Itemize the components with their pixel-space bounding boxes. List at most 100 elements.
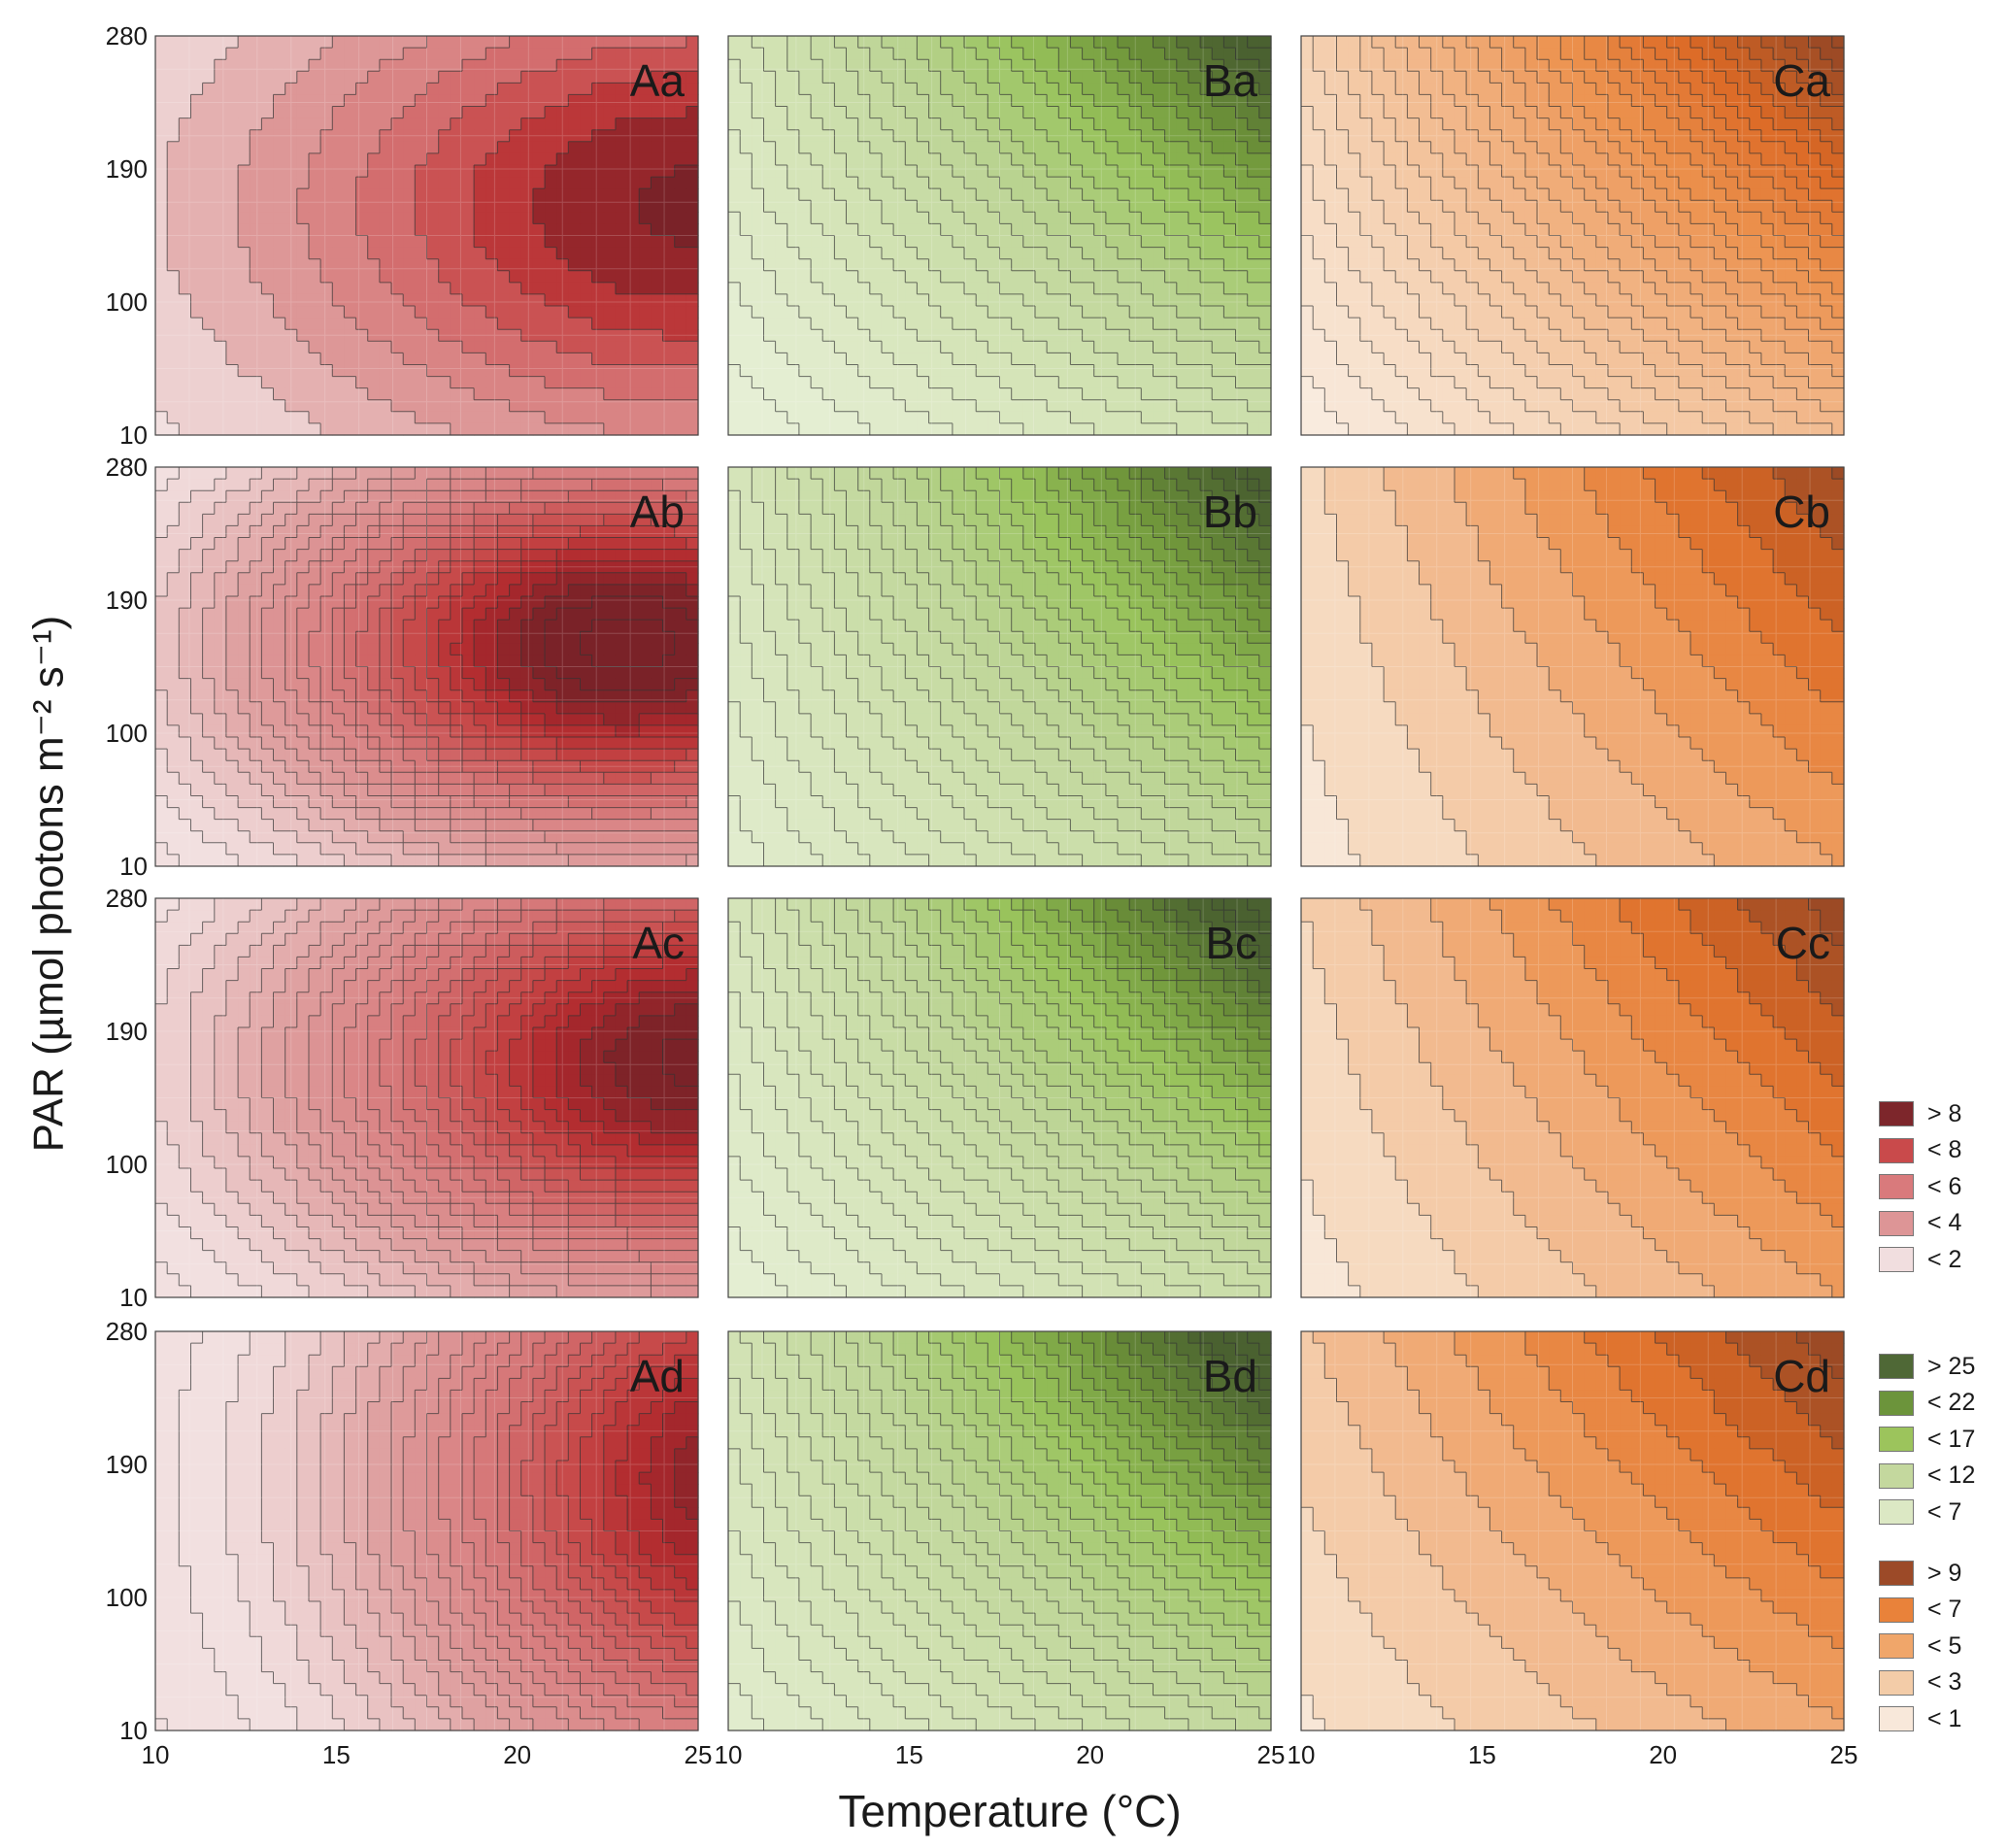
contour-cell xyxy=(355,724,369,738)
contour-cell xyxy=(320,795,333,809)
contour-cell xyxy=(379,282,392,295)
contour-cell xyxy=(545,784,557,797)
contour-cell xyxy=(273,760,286,773)
contour-cell xyxy=(568,1097,582,1111)
contour-cell xyxy=(485,364,499,378)
contour-cell xyxy=(238,164,251,178)
contour-cell xyxy=(662,584,676,597)
contour-cell xyxy=(320,1285,333,1298)
contour-cell xyxy=(662,353,676,366)
contour-cell xyxy=(591,749,605,761)
contour-cell xyxy=(520,94,534,108)
contour-cell xyxy=(261,318,275,330)
contour-cell xyxy=(415,643,428,656)
contour-cell xyxy=(225,608,239,621)
contour-cell xyxy=(332,376,346,389)
contour-cell xyxy=(662,318,676,330)
contour-cell xyxy=(155,1366,168,1379)
contour-cell xyxy=(532,364,546,378)
contour-cell xyxy=(651,1026,664,1040)
contour-cell xyxy=(367,1378,381,1392)
contour-cell xyxy=(568,1132,582,1146)
contour-cell xyxy=(379,247,392,260)
contour-cell xyxy=(591,364,605,378)
contour-cell xyxy=(662,94,676,108)
contour-cell xyxy=(438,514,452,527)
contour-cell xyxy=(639,235,652,249)
contour-cell xyxy=(391,760,404,773)
contour-cell xyxy=(591,525,605,539)
contour-cell xyxy=(261,106,275,119)
contour-cell xyxy=(615,1026,628,1040)
contour-cell xyxy=(320,270,333,284)
contour-cell xyxy=(367,1039,381,1052)
contour-cell xyxy=(202,1015,216,1028)
contour-cell xyxy=(332,749,346,761)
contour-cell xyxy=(250,36,262,49)
contour-cell xyxy=(568,164,582,178)
contour-cell xyxy=(545,212,557,225)
contour-cell xyxy=(591,655,605,668)
contour-cell xyxy=(261,933,275,946)
contour-cell xyxy=(273,318,286,330)
contour-cell xyxy=(367,59,381,72)
contour-cell xyxy=(438,1109,452,1123)
contour-cell xyxy=(651,807,664,821)
contour-cell xyxy=(615,620,628,632)
contour-cell xyxy=(214,784,227,797)
contour-cell xyxy=(651,467,664,480)
contour-cell xyxy=(686,71,699,84)
contour-cell xyxy=(520,1097,534,1111)
contour-cell xyxy=(415,1086,428,1099)
contour-cell xyxy=(639,795,652,809)
contour-cell xyxy=(603,1109,617,1123)
contour-cell xyxy=(639,490,652,503)
contour-cell xyxy=(296,177,310,189)
contour-cell xyxy=(520,910,534,923)
contour-cell xyxy=(238,71,251,84)
contour-cell xyxy=(167,502,180,515)
contour-cell xyxy=(450,560,463,574)
contour-cell xyxy=(686,329,699,342)
contour-cell xyxy=(332,1086,346,1099)
contour-cell xyxy=(450,306,463,319)
contour-cell xyxy=(225,945,239,958)
contour-cell xyxy=(167,1168,180,1181)
contour-cell xyxy=(686,1355,699,1367)
contour-cell xyxy=(639,48,652,60)
contour-cell xyxy=(273,1215,286,1228)
contour-cell xyxy=(532,341,546,353)
contour-cell xyxy=(355,59,369,72)
contour-cell xyxy=(273,83,286,96)
contour-cell xyxy=(284,689,298,703)
contour-cell xyxy=(225,118,239,131)
contour-cell xyxy=(332,399,346,413)
contour-cell xyxy=(391,713,404,726)
contour-cell xyxy=(179,631,192,644)
contour-cell xyxy=(568,490,582,503)
contour-cell xyxy=(296,1026,310,1040)
contour-cell xyxy=(202,631,216,644)
contour-cell xyxy=(651,48,664,60)
contour-cell xyxy=(250,258,262,272)
contour-cell xyxy=(686,1285,699,1298)
contour-cell xyxy=(155,83,168,96)
contour-cell xyxy=(662,293,676,307)
contour-cell xyxy=(474,1097,486,1111)
contour-cell xyxy=(497,689,511,703)
contour-cell xyxy=(461,819,475,832)
contour-cell xyxy=(250,270,262,284)
contour-cell xyxy=(344,118,357,131)
contour-cell xyxy=(167,957,180,970)
contour-cell xyxy=(520,1226,534,1240)
contour-cell xyxy=(474,118,486,131)
contour-cell xyxy=(603,341,617,353)
contour-cell xyxy=(379,724,392,738)
contour-cell xyxy=(332,502,346,515)
contour-cell xyxy=(403,749,416,761)
contour-cell xyxy=(190,399,204,413)
contour-cell xyxy=(450,655,463,668)
contour-cell xyxy=(485,177,499,189)
contour-cell xyxy=(603,572,617,586)
contour-cell xyxy=(674,795,687,809)
